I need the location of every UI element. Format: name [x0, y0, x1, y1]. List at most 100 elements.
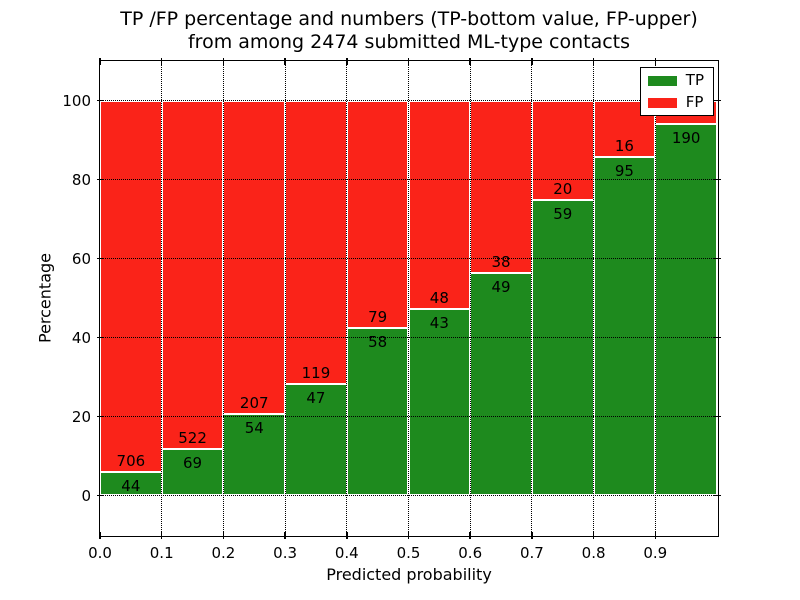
x-tick-top [284, 57, 286, 65]
x-tick-bottom [654, 531, 657, 539]
bar-label-fp-0: 706 [116, 452, 146, 471]
x-tick-bottom [222, 531, 225, 539]
bar-label-tp-3: 47 [306, 388, 326, 407]
plot-inner: 44 706 69 522 54 207 47 119 58 79 43 48 49 38 59 20 95 16… [62, 57, 721, 562]
bar-label-tp-9: 190 [671, 129, 701, 148]
y-tick-label-60: 60 [71, 249, 91, 268]
bar-segment-fp-4 [346, 100, 409, 329]
x-tick-label-0.3: 0.3 [273, 544, 298, 562]
y-tick-right [713, 99, 721, 102]
bar-segment-fp-0 [100, 100, 162, 473]
bar-label-fp-2: 207 [239, 393, 269, 412]
x-tick-label-0.1: 0.1 [149, 544, 174, 562]
bar-segment-tp-1 [161, 449, 224, 496]
x-axis-label: Predicted probability [326, 565, 492, 584]
y-axis-label: Percentage [35, 252, 55, 344]
y-tick-left [96, 178, 104, 181]
bar-label-tp-5: 43 [429, 313, 449, 332]
grid-line-v-0.2 [222, 61, 224, 536]
y-tick-right [713, 494, 721, 497]
x-tick-bottom [469, 531, 471, 539]
x-tick-bottom [284, 531, 286, 539]
x-tick-top [531, 57, 533, 65]
x-tick-bottom [592, 531, 595, 539]
x-tick-top [160, 57, 163, 65]
bar-segment-fp-3 [285, 100, 347, 384]
x-tick-top [592, 57, 595, 65]
bar-label-fp-3: 119 [301, 363, 331, 382]
grid-line-v-0.7 [531, 61, 533, 536]
x-tick-top [346, 57, 348, 65]
bar-segment-fp-6 [470, 100, 532, 274]
grid-line-v-0.4 [346, 61, 348, 536]
y-tick-right [713, 336, 721, 339]
bar-segment-tp-9 [655, 124, 717, 496]
chart-title-line2: from among 2474 submitted ML-type contac… [187, 31, 631, 53]
x-tick-top [654, 57, 657, 65]
x-tick-bottom [531, 531, 533, 539]
legend-item-fp: FP [647, 93, 704, 111]
plot-area: 44 706 69 522 54 207 47 119 58 79 43 48 49 38 59 20 95 16… [62, 57, 721, 562]
x-tick-label-0.0: 0.0 [88, 544, 112, 562]
bar-segment-fp-1 [161, 100, 224, 450]
bar-segment-tp-4 [346, 328, 409, 496]
bar-label-tp-6: 49 [491, 278, 511, 297]
grid-line-v-0.3 [284, 61, 286, 536]
y-tick-label-100: 100 [62, 91, 91, 110]
grid-line-v-0.9 [654, 61, 656, 536]
y-tick-label-80: 80 [71, 170, 91, 189]
bar-label-fp-6: 38 [491, 253, 511, 272]
bar-label-tp-8: 95 [614, 162, 634, 181]
x-tick-bottom [99, 531, 101, 539]
grid-line-h-100 [100, 100, 718, 101]
bar-segment-fp-5 [408, 100, 471, 309]
chart-title: TP /FP percentage and numbers (TP-bottom… [99, 8, 719, 54]
y-tick-left [96, 336, 104, 339]
grid-line-v-0.1 [161, 61, 163, 536]
x-tick-label-0.5: 0.5 [396, 544, 421, 562]
bar-label-tp-7: 59 [553, 205, 573, 224]
grid-line-h-0 [100, 495, 718, 496]
bar-segment-tp-6 [470, 273, 532, 496]
x-tick-bottom [160, 531, 163, 539]
bar-segment-tp-7 [531, 200, 594, 496]
legend-label-fp: FP [685, 93, 704, 111]
x-tick-label-0.6: 0.6 [458, 544, 483, 562]
grid-line-h-60 [100, 258, 718, 259]
bar-segment-tp-8 [593, 157, 656, 496]
x-tick-label-0.7: 0.7 [519, 544, 544, 562]
grid-line-h-40 [100, 337, 718, 338]
bar-segment-fp-7 [531, 100, 594, 201]
y-tick-right [713, 415, 721, 418]
grid-line-h-80 [100, 179, 718, 180]
y-tick-label-20: 20 [71, 407, 91, 426]
y-tick-right [713, 257, 721, 260]
bar-segment-tp-2 [223, 413, 286, 496]
bar-label-tp-4: 58 [368, 333, 388, 352]
bar-label-tp-1: 69 [183, 454, 203, 473]
grid-line-h-20 [100, 416, 718, 417]
bar-label-fp-8: 16 [614, 137, 634, 156]
x-tick-top [222, 57, 225, 65]
x-tick-top [469, 57, 471, 65]
y-tick-left [96, 415, 104, 418]
grid-line-v-0.5 [408, 61, 409, 536]
bar-label-tp-2: 54 [244, 418, 264, 437]
y-tick-left [96, 257, 104, 260]
bar-label-tp-0: 44 [121, 477, 141, 496]
x-tick-bottom [346, 531, 348, 539]
bar-label-fp-5: 48 [429, 288, 449, 307]
bar-label-fp-4: 79 [368, 308, 388, 327]
x-tick-label-0.8: 0.8 [581, 544, 606, 562]
legend-box: TP FP [639, 67, 714, 116]
chart-title-line1: TP /FP percentage and numbers (TP-bottom… [120, 8, 698, 30]
y-tick-label-40: 40 [71, 328, 91, 347]
legend-item-tp: TP [647, 73, 704, 88]
fp-swatch-icon [647, 97, 677, 108]
x-tick-label-0.9: 0.9 [643, 544, 668, 562]
x-tick-top [407, 57, 410, 65]
x-tick-label-0.2: 0.2 [211, 544, 236, 562]
grid-line-v-0.8 [593, 61, 595, 536]
grid-line-v-0.6 [469, 61, 471, 536]
